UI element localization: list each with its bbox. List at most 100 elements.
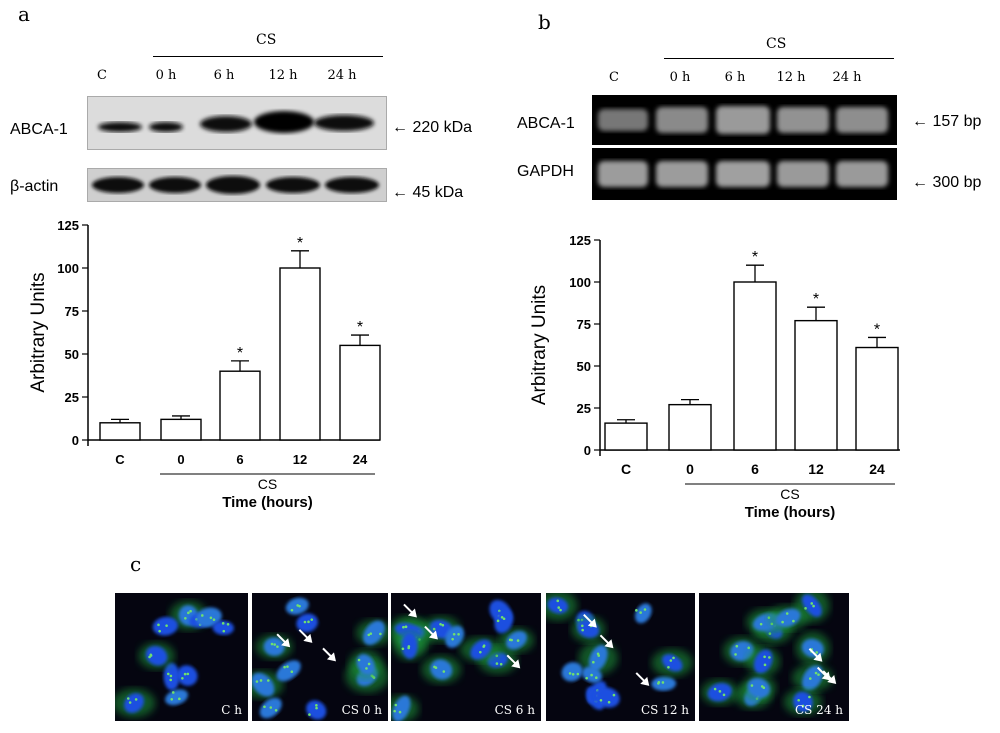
green-speck [183,672,187,676]
green-speck [158,629,161,633]
green-speck [661,681,665,684]
y-tick-label: 75 [577,317,591,332]
green-speck [290,670,294,674]
band [836,161,888,187]
group-label: CS [780,486,799,502]
green-speck [451,637,454,641]
gel-b-group-line [664,58,894,59]
gel-b-lane-label: 12 h [776,70,806,85]
green-speck [367,662,371,666]
band [716,106,770,134]
bar [668,403,712,451]
green-speck [212,618,216,622]
micrograph-label: CS 6 h [494,703,535,717]
green-speck [763,663,767,667]
nucleus [176,665,198,686]
blot-a-actin-bands [92,176,379,194]
green-speck [452,632,456,636]
green-speck [808,695,811,699]
bar [99,422,141,441]
category-label: C [621,461,631,477]
marker-text: 220 kDa [412,119,473,136]
blot-a-lane-label: 12 h [268,68,298,83]
green-speck [126,697,130,700]
nucleus [470,639,492,660]
green-speck [128,701,132,704]
blot-a-actin-marker: ← 45 kDa [392,184,464,201]
significance-mark: * [874,321,880,338]
green-speck [571,673,575,676]
green-speck [315,706,318,710]
green-speck [186,672,190,676]
green-speck [482,644,486,647]
gel-b-lane-label: 0 h [669,70,691,85]
green-speck [187,611,190,615]
green-speck [170,697,174,701]
green-speck [815,651,819,654]
green-speck [394,703,398,707]
green-speck [576,672,580,676]
green-speck [657,680,661,684]
green-speck [441,623,445,627]
green-speck [434,666,438,670]
category-label: 6 [751,461,759,477]
micrograph-label: CS 12 h [640,703,689,717]
nucleus [276,660,301,682]
green-speck [283,665,286,669]
band [92,177,144,193]
micrograph-cells [701,593,837,716]
green-speck [200,614,204,617]
y-axis-label: Arbitrary Units [28,272,49,392]
nucleus [589,645,608,672]
green-speck [276,645,279,648]
blot-a-lane-label: C [97,68,107,83]
nucleus [747,677,771,698]
category-label: 12 [293,452,307,467]
green-speck [495,662,499,665]
nucleus [392,695,411,721]
group-label: CS [258,476,277,492]
band [656,107,708,133]
blot-a-lane-label: 6 h [213,68,235,83]
chart-a: 0 25 50 75 100 125 Arbitrary Units C 0 * 6 * 12 * 24 CS… [28,218,381,511]
panel-letter-c: c [130,552,142,576]
green-speck [768,656,771,659]
nucleus [802,665,823,691]
y-tick-label: 50 [577,359,591,374]
y-tick-label: 75 [65,304,79,319]
band [598,161,648,187]
green-speck [310,618,314,621]
nucleus [651,676,677,691]
green-speck [810,602,814,605]
green-speck [516,639,520,642]
nucleus [430,659,453,680]
micrograph-label: C h [221,703,242,717]
category-label: C [115,452,125,467]
green-speck [568,672,572,675]
gel-b-group-label: CS [766,36,787,52]
green-speck [263,705,266,709]
blot-a-group-line [153,56,383,57]
green-speck [165,624,168,627]
nucleus [547,597,569,614]
nucleus [506,630,527,650]
blot-a-group-label: CS [256,32,277,48]
green-speck [635,609,638,612]
micrograph-cells [252,597,388,720]
green-speck [498,609,501,613]
gel-b-lane-label: 24 h [832,70,862,85]
chart-b: 0 25 50 75 100 125 Arbitrary Units C 0 * 6 * 12 * 24 CS… [529,233,900,521]
bar [279,267,321,441]
green-speck [221,622,225,625]
micrograph: C h [115,593,248,721]
arrow-marker [599,634,614,649]
y-tick-label: 125 [57,218,79,233]
marker-text: 157 bp [932,113,982,130]
band [266,177,320,193]
micrograph-label: CS 24 h [794,703,843,717]
green-speck [718,690,722,693]
green-speck [398,710,402,714]
band [598,109,648,131]
nucleus [356,654,375,675]
green-speck [442,670,446,673]
